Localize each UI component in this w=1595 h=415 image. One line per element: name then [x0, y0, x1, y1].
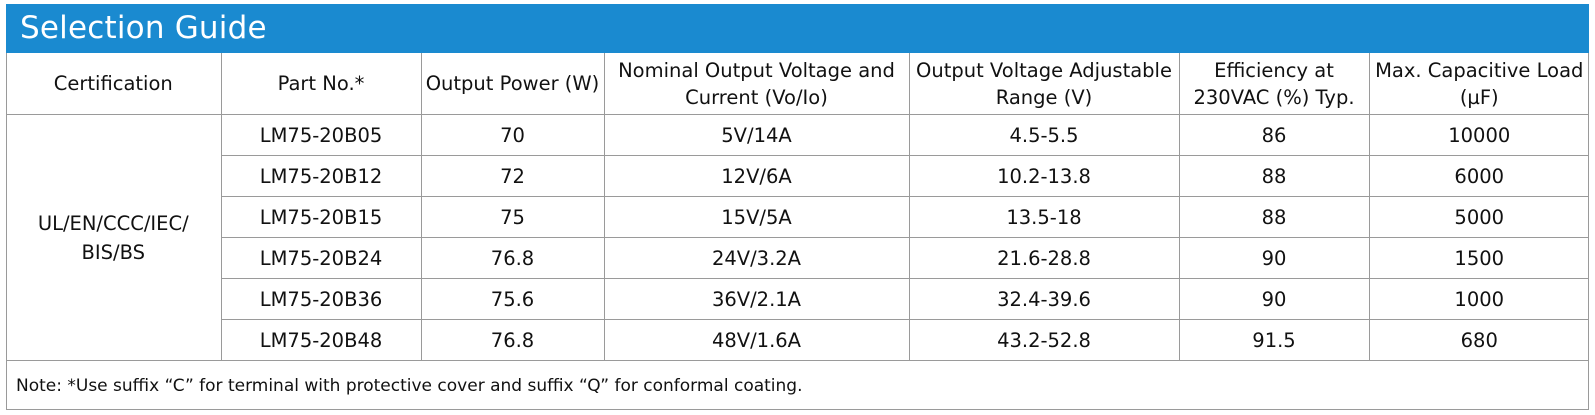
- adj-range-cell: 43.2-52.8: [908, 319, 1180, 361]
- cap-load-cell: 5000: [1368, 196, 1589, 238]
- part-no-cell: LM75-20B15: [221, 196, 422, 238]
- table-row: LM75-20B12 72 12V/6A 10.2-13.8 88 6000: [6, 155, 1589, 197]
- part-no-cell: LM75-20B48: [221, 319, 422, 361]
- voltage-current-cell: 12V/6A: [603, 155, 910, 197]
- voltage-current-cell: 24V/3.2A: [603, 237, 910, 279]
- cap-load-cell: 10000: [1368, 114, 1589, 156]
- cap-load-cell: 680: [1368, 319, 1589, 361]
- cap-load-cell: 1000: [1368, 278, 1589, 320]
- part-no-cell: LM75-20B36: [221, 278, 422, 320]
- power-cell: 70: [420, 114, 605, 156]
- adj-range-cell: 10.2-13.8: [908, 155, 1180, 197]
- cap-load-cell: 6000: [1368, 155, 1589, 197]
- header-row: Certification Part No.* Output Power (W)…: [6, 53, 1589, 115]
- power-cell: 72: [420, 155, 605, 197]
- voltage-current-cell: 36V/2.1A: [603, 278, 910, 320]
- efficiency-cell: 91.5: [1178, 319, 1370, 361]
- page-title: Selection Guide: [20, 10, 267, 46]
- power-cell: 76.8: [420, 319, 605, 361]
- table-row: LM75-20B15 75 15V/5A 13.5-18 88 5000: [6, 196, 1589, 238]
- footnote: Note: *Use suffix “C” for terminal with …: [16, 376, 803, 396]
- voltage-current-cell: 15V/5A: [603, 196, 910, 238]
- power-cell: 76.8: [420, 237, 605, 279]
- efficiency-cell: 86: [1178, 114, 1370, 156]
- adj-range-cell: 13.5-18: [908, 196, 1180, 238]
- title-bar: Selection Guide: [6, 4, 1589, 53]
- power-cell: 75.6: [420, 278, 605, 320]
- adj-range-cell: 21.6-28.8: [908, 237, 1180, 279]
- part-no-cell: LM75-20B24: [221, 237, 422, 279]
- table-row: UL/EN/CCC/IEC/ BIS/BS LM75-20B05 70 5V/1…: [6, 114, 1589, 361]
- column-header-nominal-output: Nominal Output Voltage and Current (Vo/I…: [603, 53, 910, 115]
- voltage-current-cell: 48V/1.6A: [603, 319, 910, 361]
- column-header-certification: Certification: [6, 53, 222, 115]
- adj-range-cell: 32.4-39.6: [908, 278, 1180, 320]
- part-no-cell: LM75-20B05: [220, 114, 422, 156]
- adj-range-cell: 4.5-5.5: [908, 114, 1180, 156]
- column-header-adjustable-range: Output Voltage Adjustable Range (V): [908, 53, 1180, 115]
- efficiency-cell: 90: [1178, 237, 1370, 279]
- table-row: LM75-20B48 76.8 48V/1.6A 43.2-52.8 91.5 …: [6, 319, 1589, 361]
- voltage-current-cell: 5V/14A: [603, 114, 910, 156]
- efficiency-cell: 88: [1178, 196, 1370, 238]
- certification-cell: UL/EN/CCC/IEC/ BIS/BS: [6, 114, 222, 361]
- table-row: LM75-20B36 75.6 36V/2.1A 32.4-39.6 90 10…: [6, 278, 1589, 320]
- selection-guide-table: Certification Part No.* Output Power (W)…: [6, 53, 1589, 361]
- column-header-efficiency: Efficiency at 230VAC (%) Typ.: [1178, 53, 1370, 115]
- column-header-output-power: Output Power (W): [420, 53, 605, 115]
- part-no-cell: LM75-20B12: [221, 155, 422, 197]
- column-header-part-no: Part No.*: [220, 53, 422, 115]
- efficiency-cell: 88: [1178, 155, 1370, 197]
- column-header-capacitive-load: Max. Capacitive Load (µF): [1368, 53, 1589, 115]
- table-row: LM75-20B24 76.8 24V/3.2A 21.6-28.8 90 15…: [6, 237, 1589, 279]
- power-cell: 75: [420, 196, 605, 238]
- efficiency-cell: 90: [1178, 278, 1370, 320]
- cap-load-cell: 1500: [1368, 237, 1589, 279]
